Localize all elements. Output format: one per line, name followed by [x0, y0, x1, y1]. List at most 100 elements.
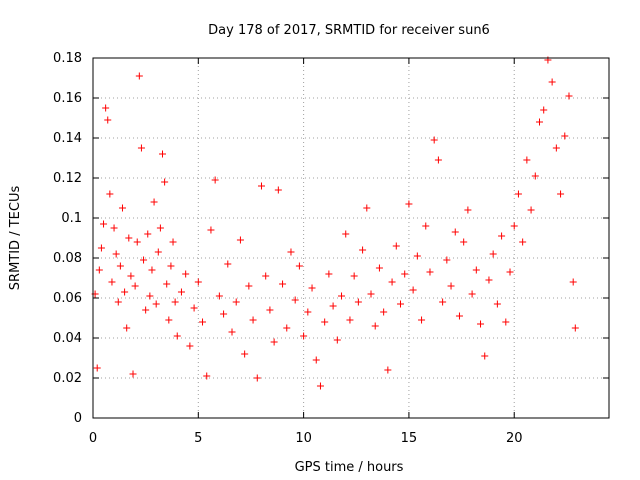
data-point — [224, 260, 232, 268]
data-point — [447, 282, 455, 290]
data-point — [165, 316, 173, 324]
data-point — [106, 190, 114, 198]
data-point — [380, 308, 388, 316]
data-point — [279, 280, 287, 288]
data-point — [121, 288, 129, 296]
y-axis-label: SRMTID / TECUs — [8, 186, 23, 291]
data-point — [375, 264, 383, 272]
data-point — [266, 306, 274, 314]
data-point — [371, 322, 379, 330]
data-point — [350, 272, 358, 280]
data-point — [527, 206, 535, 214]
data-point — [396, 300, 404, 308]
plot-frame — [92, 57, 610, 419]
data-point — [434, 156, 442, 164]
data-point — [363, 204, 371, 212]
data-point — [232, 298, 240, 306]
data-point — [146, 292, 154, 300]
data-point — [131, 282, 139, 290]
data-point — [215, 292, 223, 300]
data-point — [177, 288, 185, 296]
grid — [93, 58, 609, 418]
data-point — [472, 266, 480, 274]
data-point — [354, 298, 362, 306]
data-point — [167, 262, 175, 270]
data-point — [367, 290, 375, 298]
data-point — [182, 270, 190, 278]
data-point — [422, 222, 430, 230]
data-point — [194, 278, 202, 286]
chart-title: Day 178 of 2017, SRMTID for receiver sun… — [208, 23, 490, 38]
data-point — [451, 228, 459, 236]
data-point — [152, 300, 160, 308]
data-point — [304, 308, 312, 316]
data-point — [498, 232, 506, 240]
data-point — [519, 238, 527, 246]
data-point — [245, 282, 253, 290]
data-point — [140, 256, 148, 264]
data-point — [418, 316, 426, 324]
data-point — [401, 270, 409, 278]
data-point — [338, 292, 346, 300]
data-point — [409, 286, 417, 294]
x-tick-label: 15 — [401, 431, 418, 446]
data-point — [502, 318, 510, 326]
data-point — [171, 298, 179, 306]
data-point — [257, 182, 265, 190]
data-point — [300, 332, 308, 340]
data-point — [485, 276, 493, 284]
x-tick-label: 20 — [506, 431, 523, 446]
data-point — [510, 222, 518, 230]
data-point — [236, 236, 244, 244]
data-point — [129, 370, 137, 378]
data-point — [430, 136, 438, 144]
x-tick-label: 10 — [295, 431, 312, 446]
data-point — [569, 278, 577, 286]
data-point — [123, 324, 131, 332]
y-tick-label: 0.16 — [53, 91, 82, 106]
data-point — [359, 246, 367, 254]
data-point — [228, 328, 236, 336]
data-point — [169, 238, 177, 246]
y-tick-label: 0.06 — [53, 291, 82, 306]
x-tick-label: 5 — [194, 431, 202, 446]
data-point — [249, 316, 257, 324]
data-point — [548, 78, 556, 86]
data-point — [342, 230, 350, 238]
data-point — [460, 238, 468, 246]
data-point — [133, 238, 141, 246]
data-point — [161, 178, 169, 186]
data-point — [102, 104, 110, 112]
data-point — [552, 144, 560, 152]
data-point — [329, 302, 337, 310]
y-tick-label: 0.1 — [61, 211, 82, 226]
data-point — [190, 304, 198, 312]
data-point — [439, 298, 447, 306]
data-point — [199, 318, 207, 326]
y-tick-label: 0.14 — [53, 131, 82, 146]
data-point — [540, 106, 548, 114]
data-point — [159, 150, 167, 158]
data-point — [211, 176, 219, 184]
data-point — [186, 342, 194, 350]
data-point — [287, 248, 295, 256]
y-tick-label: 0.02 — [53, 371, 82, 386]
data-point — [443, 256, 451, 264]
data-point — [93, 364, 101, 372]
data-point — [220, 310, 228, 318]
data-point — [312, 356, 320, 364]
y-tick-label: 0.08 — [53, 251, 82, 266]
data-point — [514, 190, 522, 198]
data-point — [110, 224, 118, 232]
data-point — [333, 336, 341, 344]
data-point — [468, 290, 476, 298]
data-point — [274, 186, 282, 194]
data-point — [241, 350, 249, 358]
data-point — [535, 118, 543, 126]
data-point — [477, 320, 485, 328]
data-point — [316, 382, 324, 390]
data-point — [384, 366, 392, 374]
data-point — [413, 252, 421, 260]
data-point — [295, 262, 303, 270]
